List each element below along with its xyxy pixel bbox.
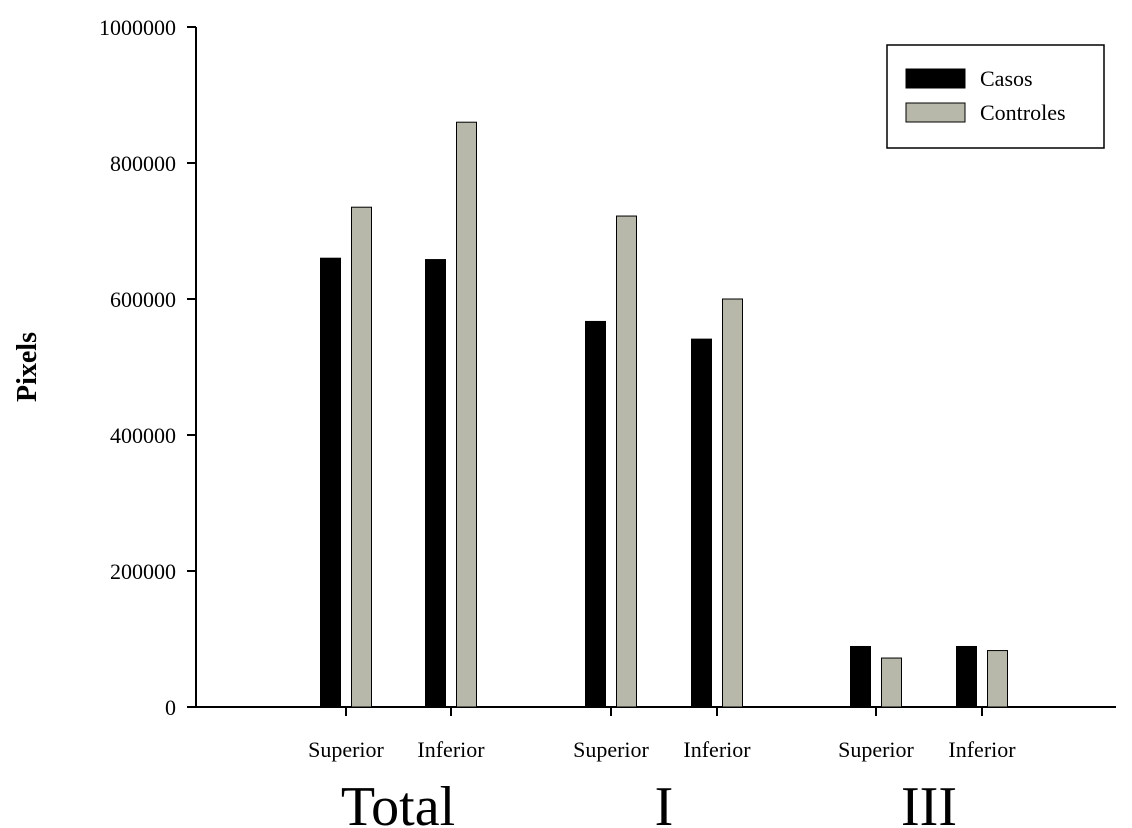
x-ticks: Superior Inferior Superior Inferior Superior…	[308, 707, 1016, 762]
legend-box	[886, 44, 1105, 149]
y-ticks: 0 200000 400000 600000 800000 1000000	[99, 15, 196, 720]
group-labels: Total I III	[341, 776, 957, 828]
x-tick-label: Superior	[573, 737, 649, 762]
legend-label-controles: Controles	[980, 100, 1066, 125]
bar-casos-4	[850, 645, 871, 708]
bar-controles-4	[881, 657, 902, 708]
bar-casos-2	[585, 320, 606, 708]
bar-controles-1	[456, 121, 477, 708]
bar-controles-0	[351, 206, 372, 708]
y-axis-label: Pixels	[12, 332, 43, 402]
legend-swatch-casos	[905, 68, 966, 89]
legend-label-casos: Casos	[980, 66, 1033, 91]
x-tick-label: Inferior	[683, 737, 751, 762]
bar-casos-1	[425, 259, 446, 708]
y-tick-label: 200000	[110, 559, 176, 584]
y-tick-label: 0	[165, 695, 176, 720]
x-tick-label: Superior	[838, 737, 914, 762]
x-tick-label: Inferior	[417, 737, 485, 762]
bar-controles-3	[722, 298, 743, 708]
x-tick-label: Inferior	[948, 737, 1016, 762]
bar-casos-3	[691, 338, 712, 708]
legend-swatch-controles	[905, 102, 966, 123]
group-label: Total	[341, 776, 455, 828]
bars	[320, 121, 1008, 708]
bar-controles-5	[987, 650, 1008, 708]
bar-casos-5	[956, 645, 977, 708]
y-tick-label: 1000000	[99, 15, 176, 40]
group-label: III	[901, 776, 957, 828]
y-tick-label: 400000	[110, 423, 176, 448]
group-label: I	[655, 776, 674, 828]
y-tick-label: 800000	[110, 151, 176, 176]
bar-casos-0	[320, 257, 341, 708]
bar-controles-2	[616, 215, 637, 708]
legend: Casos Controles	[886, 44, 1105, 149]
x-tick-label: Superior	[308, 737, 384, 762]
y-tick-label: 600000	[110, 287, 176, 312]
